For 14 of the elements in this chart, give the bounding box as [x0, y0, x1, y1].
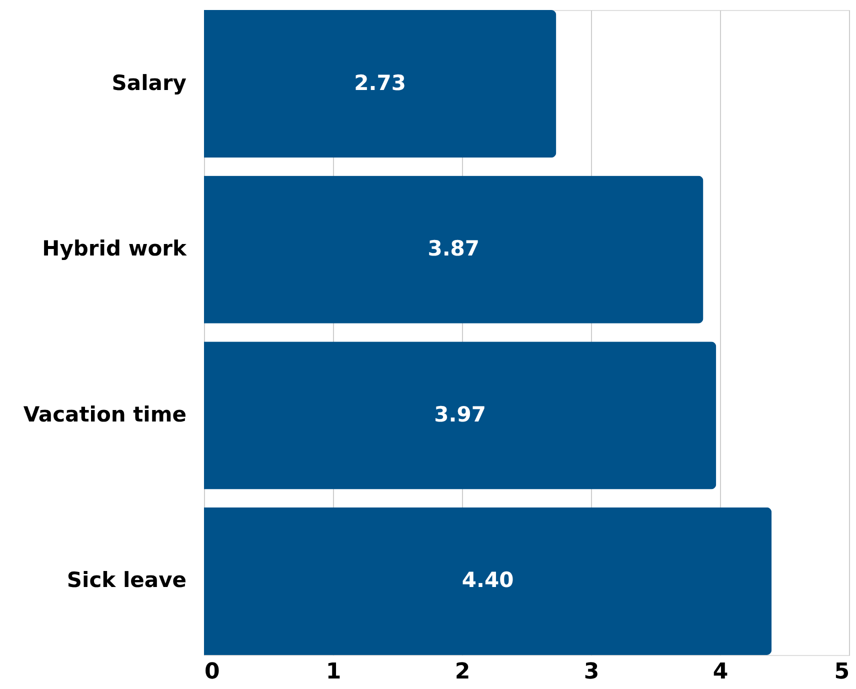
y-tick-label: Sick leave	[66, 568, 186, 592]
x-tick-label: 3	[584, 660, 600, 684]
data-label: 2.73	[354, 70, 406, 95]
x-tick-label: 2	[454, 660, 470, 684]
data-label: 3.97	[434, 402, 486, 426]
x-tick-label: 4	[712, 660, 728, 684]
y-tick-label: Salary	[112, 70, 187, 95]
x-tick-label: 5	[834, 660, 850, 684]
data-label: 4.40	[462, 568, 514, 592]
x-tick-label: 0	[204, 660, 220, 684]
y-tick-label: Hybrid work	[42, 236, 188, 261]
y-tick-label: Vacation time	[23, 402, 186, 426]
x-tick-label: 1	[326, 660, 342, 684]
data-label: 3.87	[428, 236, 480, 261]
